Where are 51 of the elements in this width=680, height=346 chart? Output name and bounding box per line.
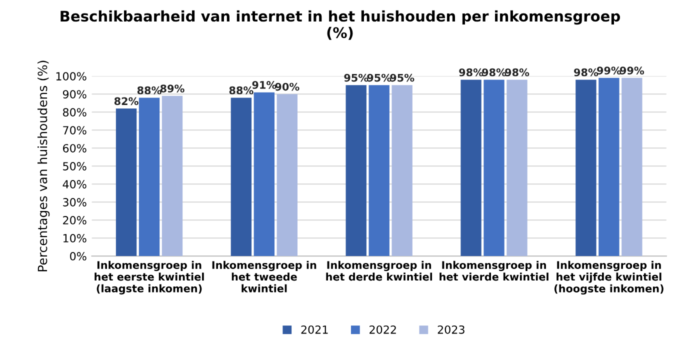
data-label: 99% (597, 66, 622, 75)
data-label: 88% (229, 86, 254, 94)
bar (276, 94, 298, 256)
data-label: 82% (114, 97, 138, 106)
chart-title: Beschikbaarheid van internet in het huishouden per inkomensgroep (%) (60, 10, 620, 40)
y-tick-label: 10% (63, 234, 86, 242)
bar (138, 98, 160, 256)
data-label: 90% (275, 82, 300, 91)
data-label: 98% (505, 68, 530, 76)
x-tick-label: Inkomensgroep in het vijfde kwintiel (hoogste inkomen) (554, 260, 664, 295)
data-label: 95% (390, 74, 414, 82)
bar (162, 96, 183, 256)
bar (622, 78, 642, 256)
y-tick-label: 50% (63, 162, 86, 170)
y-tick-label: 100% (56, 72, 86, 80)
bar (346, 85, 366, 256)
data-label: 95% (344, 74, 368, 82)
data-label: 98% (574, 68, 598, 76)
data-label: 91% (252, 81, 276, 89)
y-tick-label: 70% (63, 126, 86, 134)
data-label: 89% (160, 84, 184, 93)
x-tick-label: Inkomensgroep in het tweede kwintiel (212, 260, 316, 292)
data-label: 98% (459, 68, 484, 76)
y-tick-label: 40% (62, 180, 86, 188)
x-tick-label: Inkomensgroep in het derde kwintiel (326, 260, 432, 281)
y-tick-label: 80% (62, 108, 86, 116)
y-tick-label: 30% (63, 198, 86, 206)
y-tick-label: 0% (70, 252, 86, 260)
bar (230, 98, 252, 256)
data-label: 95% (367, 74, 392, 82)
data-label: 98% (482, 68, 506, 76)
x-tick-label: Inkomensgroep in het eerste kwintiel (laagste inkomen) (94, 260, 204, 294)
x-tick-label: Inkomensgroep in het vierde kwintiel (440, 260, 548, 281)
bar (598, 78, 620, 256)
bar (506, 80, 528, 256)
bar (368, 85, 390, 256)
y-tick-label: 90% (62, 90, 86, 98)
bar (484, 80, 504, 256)
data-label: 88% (137, 86, 162, 94)
bar (116, 108, 137, 256)
bar (392, 85, 412, 256)
legend-label: 2023 (438, 325, 464, 334)
y-tick-label: 60% (63, 144, 86, 152)
bar (460, 80, 482, 256)
bar (576, 80, 596, 256)
bar (254, 92, 275, 256)
data-label: 99% (620, 66, 644, 75)
y-tick-label: 20% (63, 216, 86, 224)
legend-label: 2021 (301, 325, 328, 334)
legend-label: 2022 (370, 325, 396, 334)
y-axis-title: Percentages van huishoudens (%) (38, 60, 50, 272)
